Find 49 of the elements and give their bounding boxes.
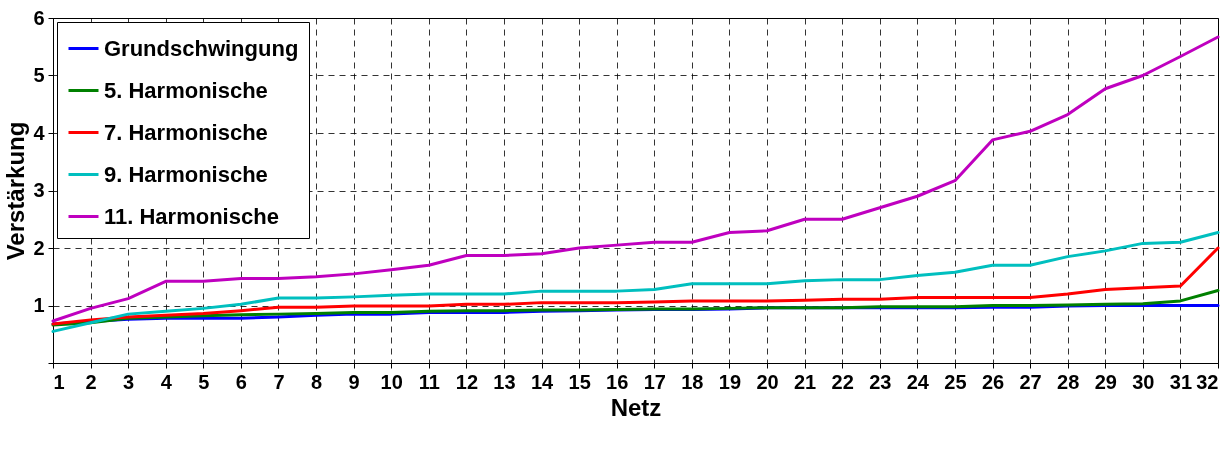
x-tick-label: 21 — [793, 370, 817, 393]
x-tick-label: 10 — [380, 370, 403, 393]
x-tick-label: 17 — [643, 370, 666, 393]
x-axis-title: Netz — [610, 393, 662, 421]
x-tick-label: 2 — [85, 370, 97, 393]
line-series — [51, 246, 1220, 326]
legend-label: Grundschwingung — [104, 35, 299, 61]
x-tick-label: 32 — [1196, 370, 1219, 393]
x-tick-label: 4 — [160, 370, 173, 393]
x-tick-label: 11 — [418, 370, 440, 393]
y-tick-label: 2 — [33, 236, 45, 259]
x-tick-label: 23 — [869, 370, 892, 393]
x-tick-label: 9 — [348, 370, 360, 393]
x-tick-label: 8 — [311, 370, 323, 393]
x-tick-label: 12 — [455, 370, 479, 393]
legend-label: 7. Harmonische — [104, 119, 268, 145]
x-tick-label: 7 — [273, 370, 285, 393]
x-tick-label: 29 — [1094, 370, 1117, 393]
x-tick-label: 18 — [681, 370, 704, 393]
x-tick-label: 26 — [981, 370, 1005, 393]
x-tick-label: 15 — [568, 370, 591, 393]
x-tick-label: 5 — [198, 370, 210, 393]
x-tick-label: 28 — [1057, 370, 1080, 393]
y-tick-label: 1 — [33, 294, 45, 316]
x-tick-label: 1 — [53, 370, 65, 393]
line-series — [51, 230, 1220, 333]
x-tick-label: 25 — [944, 370, 967, 393]
x-tick-label: 6 — [235, 370, 247, 393]
line-series — [51, 289, 1220, 327]
x-tick-label: 24 — [906, 370, 930, 393]
y-tick-label: 5 — [33, 64, 45, 86]
y-tick-label: 4 — [33, 121, 46, 144]
x-tick-label: 22 — [831, 370, 854, 393]
legend-label: 11. Harmonische — [104, 203, 279, 229]
x-tick-label: 3 — [123, 370, 135, 393]
x-tick-label: 14 — [530, 370, 555, 393]
x-tick-label: 31 — [1169, 370, 1193, 393]
x-tick-label: 19 — [718, 370, 742, 393]
x-tick-label: 30 — [1132, 370, 1155, 393]
legend-label: 9. Harmonische — [104, 161, 268, 187]
legend-label: 5. Harmonische — [104, 77, 268, 103]
line-series — [51, 35, 1220, 323]
x-tick-label: 20 — [756, 370, 779, 393]
y-tick-label: 3 — [33, 179, 45, 201]
y-axis-title: Verstärkung — [2, 121, 30, 261]
x-tick-label: 13 — [493, 370, 516, 393]
y-tick-label: 6 — [33, 6, 45, 29]
x-tick-label: 16 — [606, 370, 629, 393]
x-tick-label: 27 — [1019, 370, 1042, 393]
